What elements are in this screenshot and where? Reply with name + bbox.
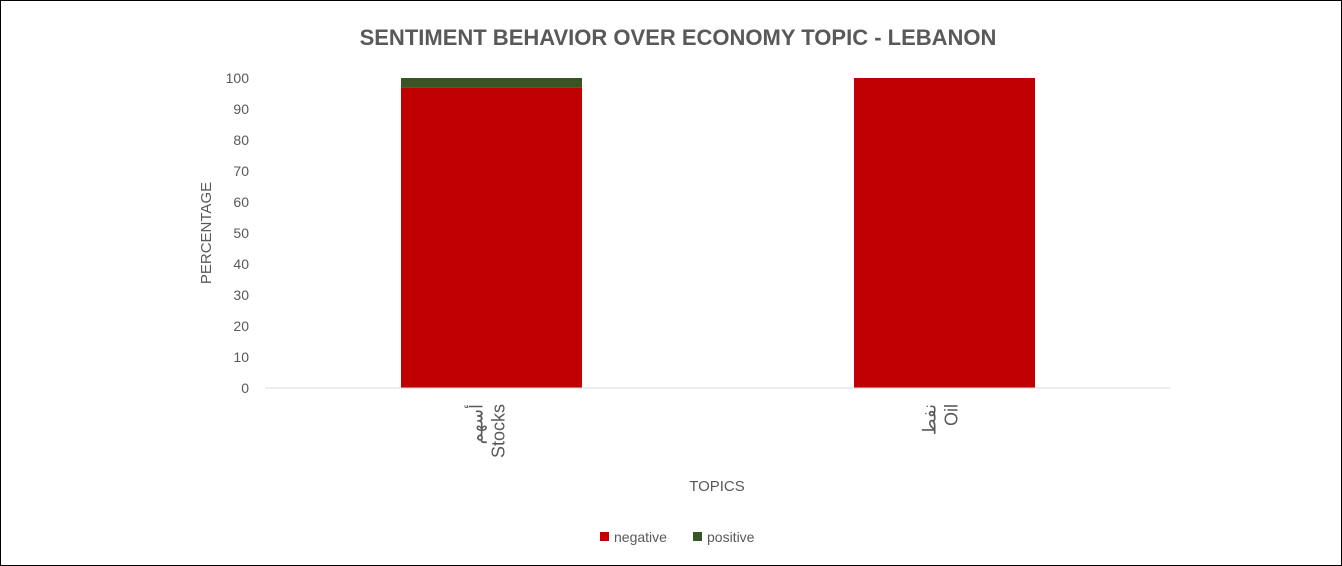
y-tick-label: 90 <box>233 101 249 117</box>
y-tick-label: 80 <box>233 132 249 148</box>
x-axis-label: TOPICS <box>689 478 745 495</box>
y-axis-label: PERCENTAGE <box>198 182 215 284</box>
legend-label-positive: positive <box>707 529 755 545</box>
y-tick-label: 10 <box>233 349 249 365</box>
y-tick-label: 60 <box>233 194 249 210</box>
category-label-oil: نفط Oil <box>920 404 962 435</box>
y-tick-label: 40 <box>233 256 249 272</box>
category-labels: أسهم Stocks نفط Oil <box>465 404 962 458</box>
category-label-english: Oil <box>942 404 962 426</box>
bar-negative-oil <box>854 78 1035 388</box>
y-tick-label: 30 <box>233 287 249 303</box>
legend-swatch-negative <box>600 532 609 541</box>
y-tick-label: 100 <box>226 70 250 86</box>
category-label-arabic: نفط <box>920 404 940 435</box>
category-label-english: Stocks <box>489 404 509 458</box>
y-tick-label: 70 <box>233 163 249 179</box>
category-label-arabic: أسهم <box>465 404 488 444</box>
bar-positive-stocks <box>401 78 582 88</box>
category-label-stocks: أسهم Stocks <box>465 404 509 458</box>
legend: negative positive <box>600 529 755 545</box>
bar-negative-stocks <box>401 87 582 389</box>
chart-title: SENTIMENT BEHAVIOR OVER ECONOMY TOPIC - … <box>360 25 997 50</box>
y-ticks: 0 10 20 30 40 50 60 70 80 90 100 <box>226 70 250 396</box>
legend-swatch-positive <box>693 532 702 541</box>
y-tick-label: 0 <box>241 380 249 396</box>
bars <box>401 78 1035 389</box>
y-tick-label: 20 <box>233 318 249 334</box>
legend-label-negative: negative <box>614 529 667 545</box>
y-tick-label: 50 <box>233 225 249 241</box>
